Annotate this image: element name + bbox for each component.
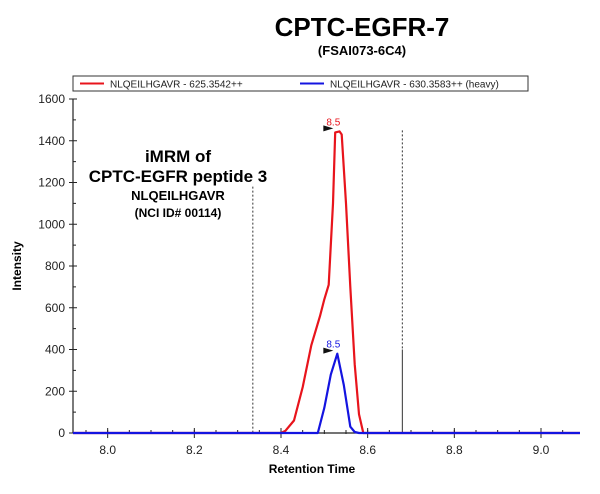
- y-tick-label: 1600: [38, 92, 65, 106]
- peak-marker-icon: [323, 347, 334, 354]
- y-tick-label: 800: [45, 259, 65, 273]
- y-tick-label: 600: [45, 301, 65, 315]
- y-tick-label: 1000: [38, 217, 65, 231]
- annotation-line-1: iMRM of: [145, 147, 211, 166]
- peak-marker-icon: [323, 125, 334, 132]
- light-trace: [73, 130, 580, 435]
- y-tick-label: 1400: [38, 134, 65, 148]
- y-tick-label: 400: [45, 343, 65, 357]
- chart-title: CPTC-EGFR-7: [275, 12, 450, 42]
- x-tick-label: 8.2: [186, 443, 203, 457]
- legend-label-heavy: NLQEILHGAVR - 630.3583++ (heavy): [330, 80, 499, 91]
- peak-label: 8.5: [326, 340, 340, 351]
- y-tick-label: 200: [45, 384, 65, 398]
- peak-label: 8.5: [326, 117, 340, 128]
- x-tick-label: 8.6: [359, 443, 376, 457]
- legend-label-light: NLQEILHGAVR - 625.3542++: [110, 80, 243, 91]
- heavy-trace: [73, 352, 580, 435]
- x-tick-label: 8.8: [446, 443, 463, 457]
- peptide-annotation: iMRM of CPTC-EGFR peptide 3 NLQEILHGAVR …: [89, 147, 268, 220]
- annotation-line-4: (NCI ID# 00114): [135, 206, 222, 220]
- x-tick-label: 8.0: [99, 443, 116, 457]
- y-tick-label: 0: [58, 426, 65, 440]
- x-axis-label: Retention Time: [269, 462, 356, 476]
- x-tick-label: 9.0: [533, 443, 550, 457]
- annotation-line-3: NLQEILHGAVR: [131, 188, 225, 203]
- chart-subtitle: (FSAI073-6C4): [318, 43, 406, 58]
- annotation-line-2: CPTC-EGFR peptide 3: [89, 167, 268, 186]
- y-axis-label: Intensity: [10, 241, 24, 291]
- y-tick-label: 1200: [38, 176, 65, 190]
- legend: NLQEILHGAVR - 625.3542++ NLQEILHGAVR - 6…: [72, 75, 529, 92]
- x-tick-label: 8.4: [273, 443, 290, 457]
